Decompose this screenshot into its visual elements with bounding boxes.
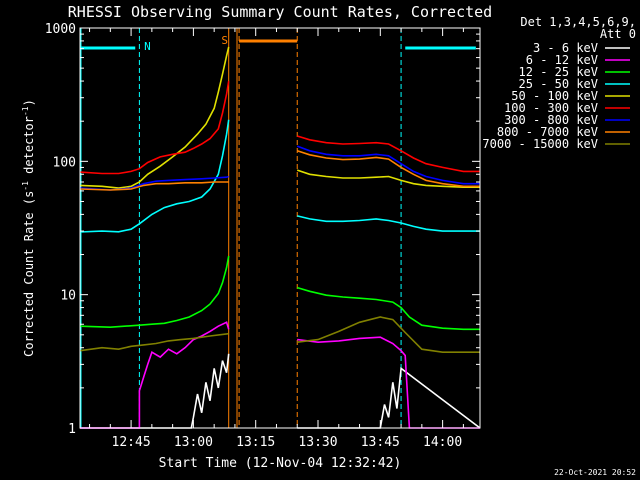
chart-title: RHESSI Observing Summary Count Rates, Co… <box>68 3 492 21</box>
series-line-2-segment-1 <box>296 286 480 331</box>
y-axis-label-main: Corrected Count Rate (s <box>22 191 36 357</box>
x-tick-label-5: 14:00 <box>423 435 462 450</box>
series-line-8-segment-1 <box>297 316 480 354</box>
x-axis-label: Start Time (12-Nov-04 12:32:42) <box>159 456 402 471</box>
series-line-2-segment-0 <box>79 255 230 329</box>
series-line-3-segment-1 <box>297 215 480 232</box>
x-tick-label-1: 13:00 <box>174 435 213 450</box>
series-line-7-segment-0 <box>79 181 229 191</box>
series-line-4-segment-0 <box>79 46 230 189</box>
night-label: N <box>144 40 151 53</box>
y-tick-label-1: 10 <box>60 289 76 304</box>
series-line-1-segment-0 <box>80 321 230 429</box>
legend-label-1: 6 - 12 keV <box>526 53 598 67</box>
legend-label-3: 25 - 50 keV <box>519 77 598 91</box>
y-tick-label-0: 1 <box>68 422 76 437</box>
x-tick-label-3: 13:30 <box>298 435 337 450</box>
y-axis-label: Corrected Count Rate (s-1 detector-1) <box>21 99 36 357</box>
y-tick-label-3: 1000 <box>45 22 76 37</box>
x-tick-label-0: 12:45 <box>112 435 151 450</box>
series-line-0-segment-1 <box>297 366 481 429</box>
series-line-1-segment-1 <box>297 336 480 429</box>
legend-header-line-1: Det 1,3,4,5,6,9, <box>520 15 636 29</box>
plot-frame <box>79 27 481 429</box>
legend-label-2: 12 - 25 keV <box>519 65 598 79</box>
series-line-4-segment-1 <box>296 169 480 188</box>
y-tick-label-2: 100 <box>53 155 76 170</box>
y-axis-label-end: ) <box>22 99 36 106</box>
y-axis-label-sup2: -1 <box>21 106 30 116</box>
series-line-3-segment-0 <box>79 119 230 233</box>
legend-label-0: 3 - 6 keV <box>533 41 598 55</box>
legend-label-4: 50 - 100 keV <box>511 89 598 103</box>
series-line-5-segment-1 <box>296 135 480 173</box>
series-line-5-segment-0 <box>79 80 230 175</box>
footer-timestamp: 22-Oct-2021 20:52 <box>554 468 636 477</box>
series-line-0-segment-0 <box>80 353 230 429</box>
legend-label-5: 100 - 300 keV <box>504 101 598 115</box>
legend-header-line-2: Att 0 <box>600 27 636 41</box>
y-axis: 1 10 100 1000 <box>45 22 480 437</box>
y-axis-label-sup1: -1 <box>21 181 30 191</box>
x-tick-label-4: 13:45 <box>361 435 400 450</box>
x-tick-label-2: 13:15 <box>236 435 275 450</box>
y-axis-label-mid: detector <box>22 116 36 181</box>
legend-label-6: 300 - 800 keV <box>504 113 598 127</box>
legend-label-8: 7000 - 15000 keV <box>482 137 598 151</box>
legend-label-7: 800 - 7000 keV <box>497 125 598 139</box>
series-line-6-segment-1 <box>296 145 480 185</box>
series-line-7-segment-1 <box>296 150 480 188</box>
saa-label: S <box>221 34 228 47</box>
series-line-8-segment-0 <box>79 332 229 352</box>
x-axis: 12:45 13:00 13:15 13:30 13:45 14:00 <box>89 28 464 450</box>
